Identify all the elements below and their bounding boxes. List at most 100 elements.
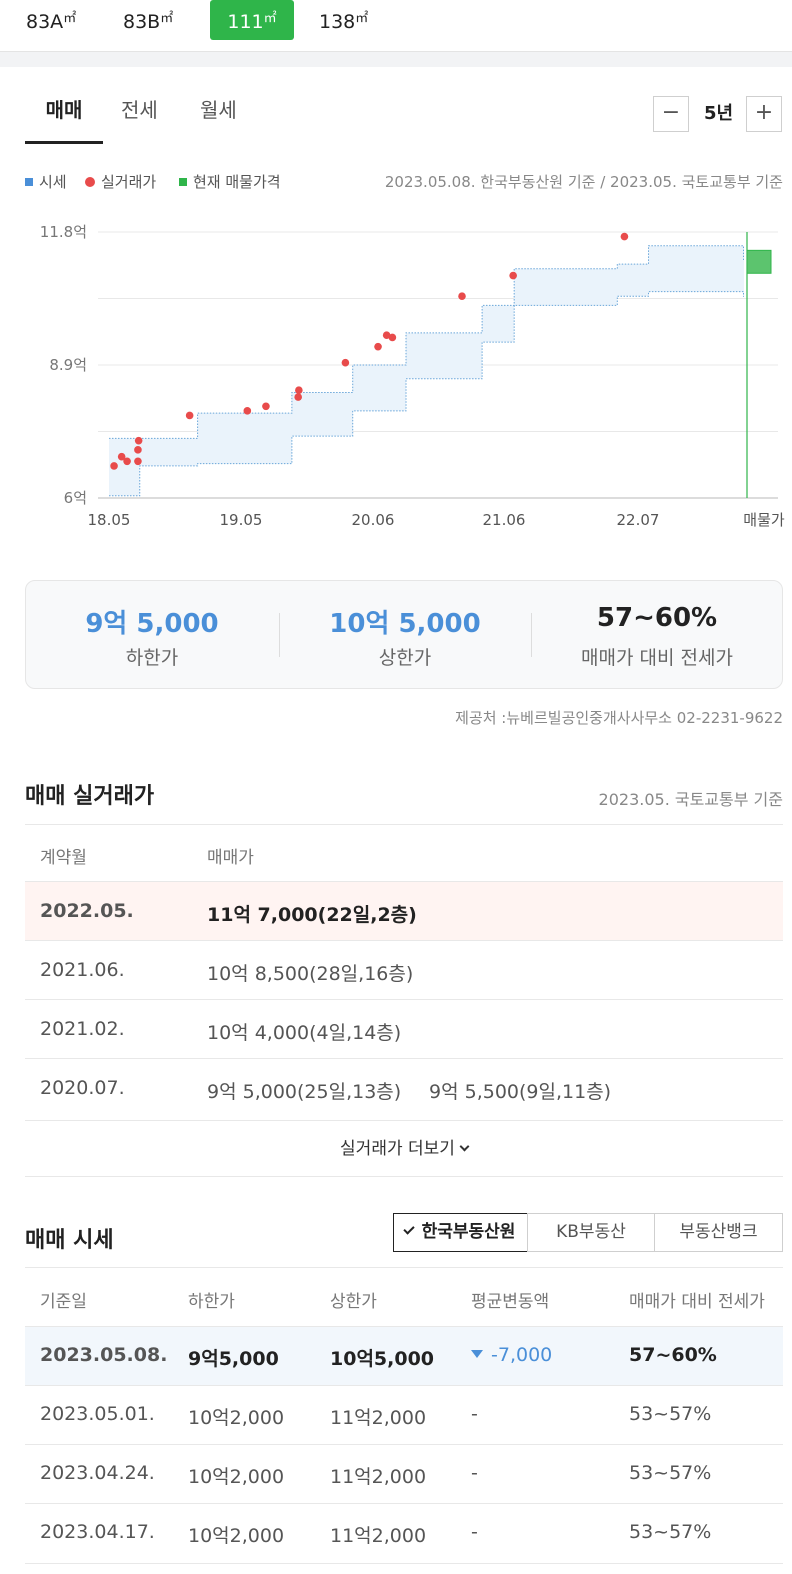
tab-jeonse[interactable]: 전세	[121, 98, 158, 122]
deal-month: 2021.06.	[40, 959, 125, 981]
summary-ratio-value: 57~60%	[596, 603, 718, 633]
source-tabs: 한국부동산원 KB부동산 부동산뱅크	[393, 1213, 783, 1252]
col-header: 상한가	[330, 1292, 377, 1312]
table-row[interactable]: 2023.05.01. 10억2,000 11억2,000 - 53~57%	[25, 1386, 783, 1445]
deal-price: 10억 4,000(4일,14층)	[207, 1022, 402, 1044]
market-date: 2023.04.17.	[40, 1521, 155, 1543]
area-unit: ㎡	[355, 11, 369, 26]
market-date: 2023.04.24.	[40, 1462, 155, 1484]
tab-monthly-rent[interactable]: 월세	[200, 98, 237, 122]
area-tab-label: 83B	[123, 11, 161, 33]
market-change: -	[471, 1462, 478, 1484]
chart-legend: 시세 실거래가 현재 매물가격 2023.05.08. 한국부동산원 기준 / …	[25, 171, 783, 193]
market-date: 2023.05.01.	[40, 1403, 155, 1425]
market-high: 11억2,000	[330, 1466, 427, 1488]
actual-deal-point	[110, 462, 118, 470]
col-header: 매매가	[207, 848, 254, 868]
market-change-value: -7,000	[491, 1344, 553, 1366]
chart-basis: 2023.05.08. 한국부동산원 기준 / 2023.05. 국토교통부 기…	[384, 173, 783, 191]
tab-sale[interactable]: 매매	[25, 88, 103, 144]
legend-actual-label: 실거래가	[101, 173, 157, 191]
summary-low-label: 하한가	[125, 647, 179, 669]
col-header: 계약월	[40, 848, 87, 868]
source-tab-bank[interactable]: 부동산뱅크	[654, 1213, 783, 1252]
table-row[interactable]: 2023.04.17. 10억2,000 11억2,000 - 53~57%	[25, 1504, 783, 1564]
actual-deal-point	[388, 333, 397, 342]
table-header: 기준일 하한가 상한가 평균변동액 매매가 대비 전세가	[25, 1267, 783, 1327]
area-unit: ㎡	[263, 11, 277, 26]
actual-deal-point	[458, 292, 466, 301]
table-row[interactable]: 2021.06. 10억 8,500(28일,16층)	[25, 941, 783, 1000]
actual-deal-point	[509, 271, 517, 280]
x-tick-label: 20.06	[352, 511, 395, 529]
chevron-down-icon	[459, 1141, 470, 1152]
source-tab-label: KB부동산	[556, 1222, 626, 1242]
market-ratio: 53~57%	[629, 1462, 712, 1484]
summary-high-value: 10억 5,000	[329, 609, 481, 639]
divider	[531, 613, 532, 657]
area-tab-83b[interactable]: 83B㎡	[111, 0, 185, 40]
market-high: 11억2,000	[330, 1525, 427, 1547]
source-tab-reb[interactable]: 한국부동산원	[393, 1213, 528, 1252]
market-ratio: 57~60%	[629, 1344, 717, 1366]
summary-low: 9억 5,000 하한가	[26, 581, 278, 688]
table-row[interactable]: 2021.02. 10억 4,000(4일,14층)	[25, 1000, 783, 1059]
market-low: 10억2,000	[188, 1407, 285, 1429]
x-tick-label: 22.07	[617, 511, 660, 529]
deal-month: 2022.05.	[40, 900, 134, 922]
market-ratio: 53~57%	[629, 1403, 712, 1425]
area-unit: ㎡	[63, 11, 77, 26]
deal-price: 9억 5,500(9일,11층)	[429, 1081, 612, 1103]
market-low: 10억2,000	[188, 1525, 285, 1547]
area-tab-bar: 83A㎡ 83B㎡ 111㎡ 138㎡	[0, 0, 792, 52]
area-tab-138[interactable]: 138㎡	[307, 0, 380, 40]
actual-deal-point	[243, 407, 252, 415]
y-tick-label: 11.8억	[40, 223, 87, 241]
legend-square-icon	[179, 178, 187, 186]
table-row[interactable]: 2023.04.24. 10억2,000 11억2,000 - 53~57%	[25, 1445, 783, 1504]
source-tab-label: 부동산뱅크	[679, 1222, 758, 1242]
table-header: 계약월 매매가	[25, 824, 783, 882]
deals-basis: 2023.05. 국토교통부 기준	[598, 790, 783, 809]
market-band-lower	[109, 291, 745, 497]
period-plus-button[interactable]: +	[746, 96, 782, 132]
legend-market: 시세	[25, 171, 67, 193]
divider	[279, 613, 280, 657]
arrow-down-icon	[471, 1350, 483, 1358]
actual-deal-point	[185, 411, 194, 420]
source-tab-kb[interactable]: KB부동산	[527, 1213, 655, 1252]
market-high: 10억5,000	[330, 1348, 435, 1370]
market-band-upper	[109, 245, 745, 439]
legend-actual: 실거래가	[85, 171, 156, 193]
x-tick-label: 18.05	[88, 511, 131, 529]
actual-deal-point	[295, 386, 303, 395]
more-deals-button[interactable]: 실거래가 더보기	[25, 1120, 783, 1177]
col-header: 기준일	[40, 1292, 87, 1312]
x-tick-label: 19.05	[220, 511, 263, 529]
actual-deal-point	[117, 452, 126, 461]
deal-price: 9억 5,000(25일,13층)	[207, 1081, 402, 1103]
y-tick-label: 6억	[64, 489, 87, 507]
market-low: 9억5,000	[188, 1348, 279, 1370]
deal-price: 10억 8,500(28일,16층)	[207, 963, 414, 985]
area-tab-111[interactable]: 111㎡	[210, 0, 294, 40]
table-row[interactable]: 2022.05. 11억 7,000(22일,2층)	[25, 882, 783, 941]
table-row[interactable]: 2020.07. 9억 5,000(25일,13층) 9억 5,500(9일,1…	[25, 1059, 783, 1120]
deal-month: 2020.07.	[40, 1077, 125, 1099]
summary-ratio-label: 매매가 대비 전세가	[581, 647, 733, 669]
summary-high-label: 상한가	[378, 647, 432, 669]
legend-listing-label: 현재 매물가격	[193, 173, 281, 191]
table-row[interactable]: 2023.05.08. 9억5,000 10억5,000 -7,000 57~6…	[25, 1327, 783, 1386]
actual-deal-point	[134, 446, 142, 454]
area-unit: ㎡	[160, 11, 174, 26]
period-minus-button[interactable]: −	[653, 96, 689, 132]
x-tick-label: 매물가	[743, 511, 785, 529]
actual-deal-point	[341, 358, 350, 367]
actual-deal-point	[620, 232, 629, 241]
market-band-fill	[109, 245, 744, 496]
actual-deal-point	[134, 436, 143, 445]
col-header: 매매가 대비 전세가	[629, 1292, 765, 1312]
market-ratio: 53~57%	[629, 1521, 712, 1543]
legend-square-icon	[25, 178, 33, 186]
area-tab-83a[interactable]: 83A㎡	[14, 0, 88, 40]
